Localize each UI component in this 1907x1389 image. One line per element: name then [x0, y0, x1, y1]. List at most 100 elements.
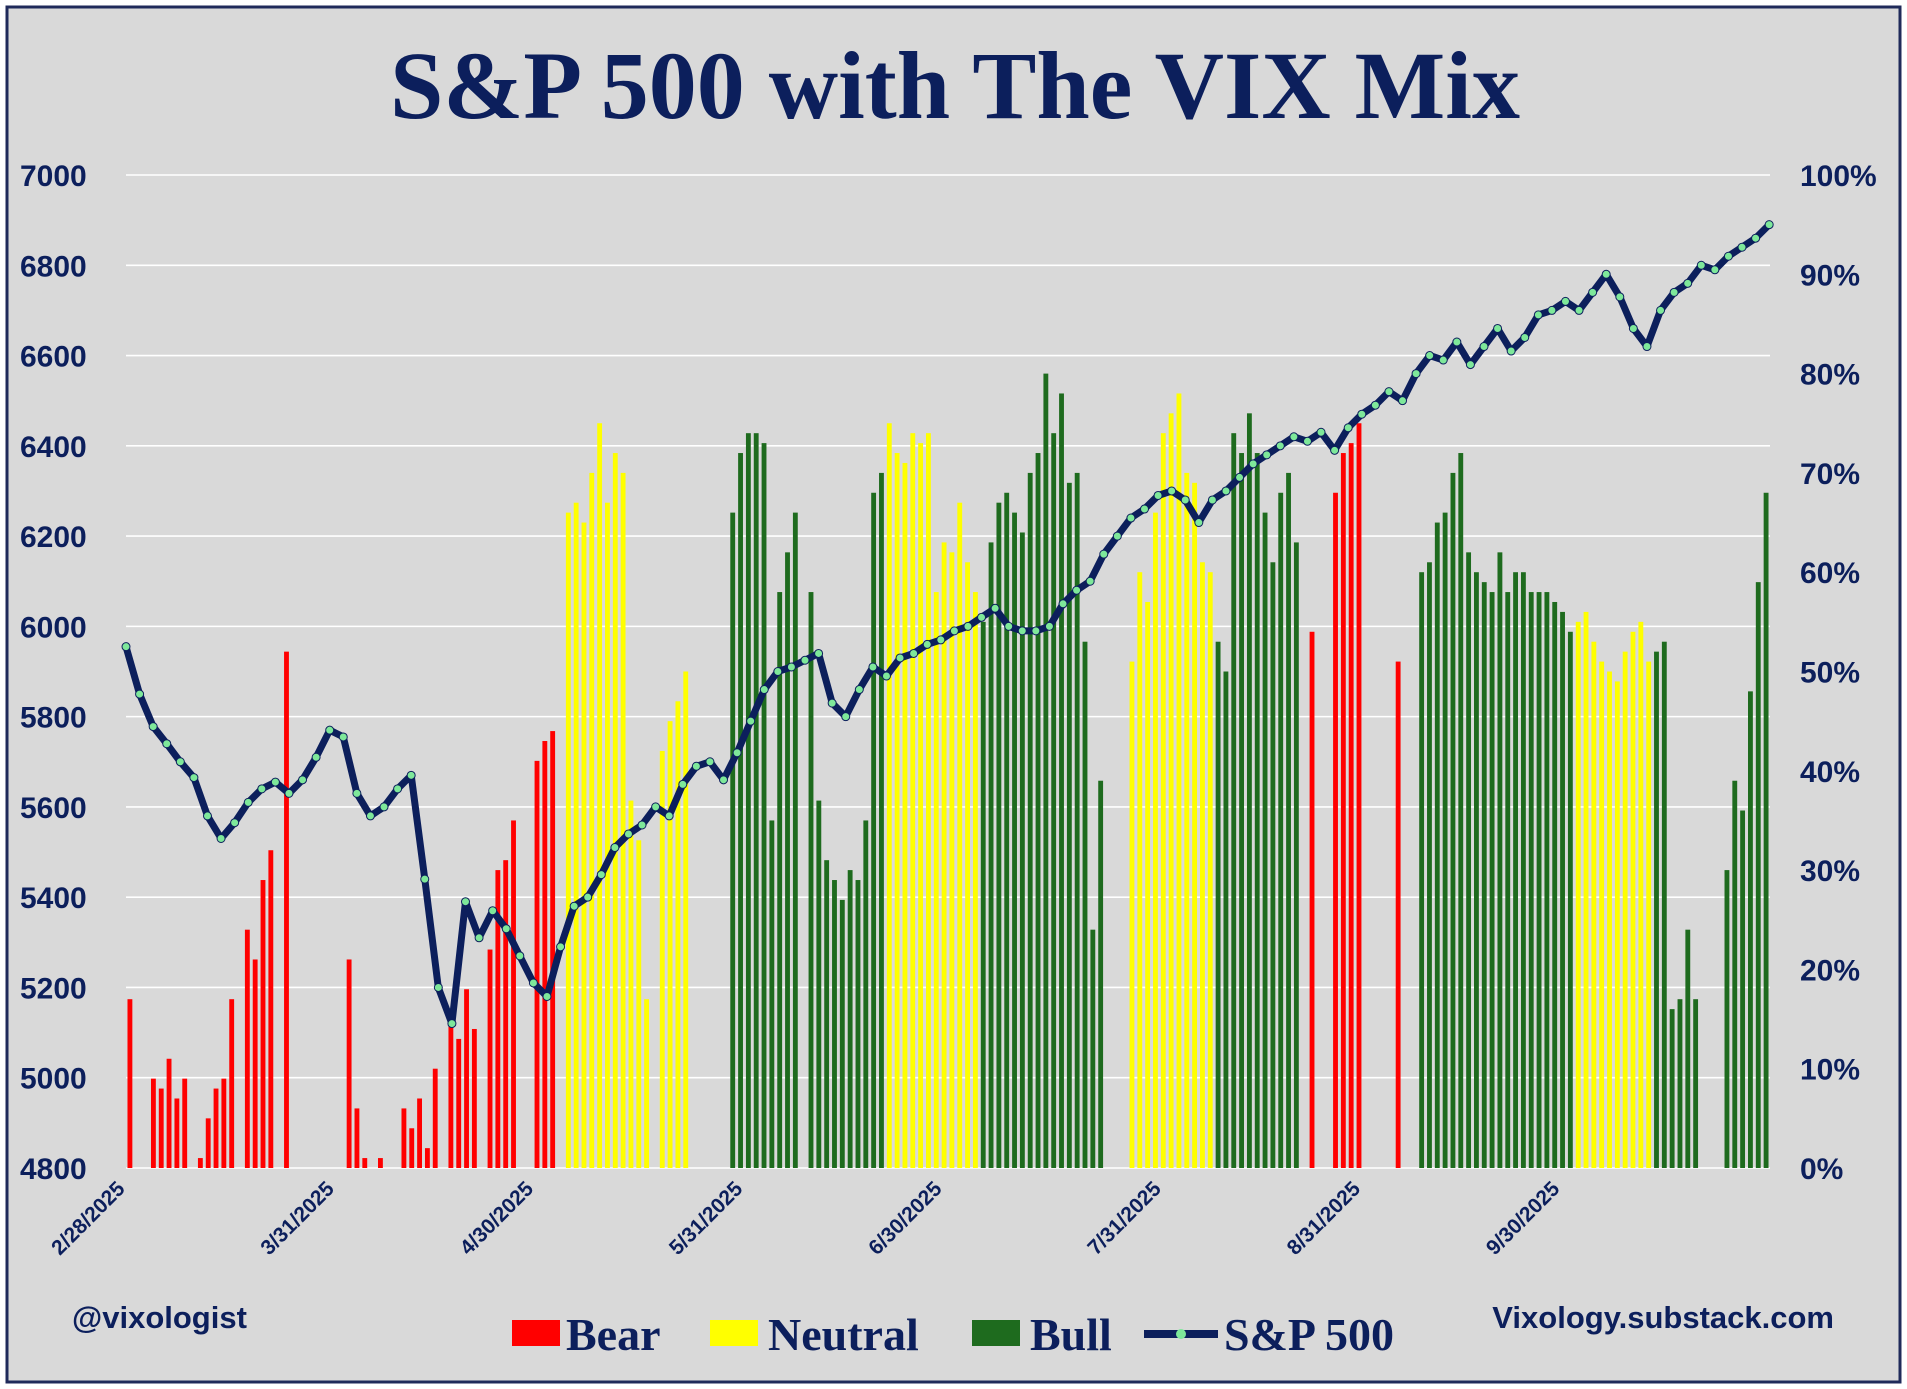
vix-mix-bar [1497, 552, 1503, 1168]
vix-mix-bar [941, 542, 947, 1168]
vix-mix-bar [1129, 661, 1135, 1168]
vix-mix-bar [605, 502, 610, 1168]
sp500-point [909, 648, 919, 658]
vix-mix-bar [158, 1088, 164, 1168]
sp500-point [895, 653, 905, 663]
y-right-tick-label: 50% [1800, 657, 1860, 690]
vix-mix-bar [252, 959, 258, 1168]
sp500-point [1764, 220, 1774, 230]
vix-mix-bar [581, 522, 587, 1168]
y-left-tick-label: 4800 [20, 1153, 87, 1186]
sp500-point [135, 689, 145, 699]
y-left-tick-label: 6600 [20, 341, 87, 374]
vix-mix-bar [1051, 433, 1057, 1168]
sp500-point [1656, 305, 1666, 315]
sp500-point [230, 818, 240, 828]
vix-mix-bar [1309, 631, 1315, 1168]
sp500-point [678, 779, 688, 789]
sp500-point [569, 901, 579, 911]
sp500-point [1479, 342, 1489, 352]
vix-mix-bar [745, 433, 751, 1168]
vix-mix-bar [197, 1158, 203, 1168]
vix-mix-bar [628, 800, 634, 1168]
vix-mix-bar [1074, 472, 1080, 1168]
sp500-point [202, 811, 212, 821]
vix-mix-bar [1505, 592, 1511, 1168]
vix-mix-bar [1270, 562, 1276, 1168]
sp500-point [1167, 486, 1177, 496]
vix-mix-bar [1567, 631, 1573, 1168]
vix-mix-bar [573, 502, 579, 1168]
vix-mix-bar [910, 433, 916, 1168]
vix-mix-bar [808, 592, 814, 1168]
vix-mix-bar [1748, 691, 1753, 1168]
sp500-point [881, 671, 891, 681]
sp500-point [746, 716, 756, 726]
vix-mix-bar [1395, 661, 1401, 1168]
y-axis-right: 0% 10% 20% 30% 40% 50% 60% 70% 80% 90% 100% [1800, 160, 1877, 1186]
legend-label-sp500: S&P 500 [1224, 1309, 1394, 1360]
sp500-point [1411, 369, 1421, 379]
vix-mix-bar [1145, 601, 1151, 1168]
vix-mix-bar [182, 1078, 188, 1168]
vix-mix-bar [1356, 423, 1362, 1168]
sp500-point [406, 770, 416, 780]
vix-mix-bar [612, 453, 618, 1168]
sp500-point [868, 662, 878, 672]
vix-mix-bar [550, 731, 556, 1168]
vix-mix-bar [1661, 641, 1667, 1168]
vix-mix-bar [1176, 393, 1182, 1169]
vix-mix-bar [636, 840, 642, 1168]
sp500-point [583, 892, 593, 902]
y-right-tick-label: 10% [1800, 1054, 1860, 1087]
sp500-point [922, 639, 932, 649]
sp500-point [243, 797, 253, 807]
sp500-point [1696, 260, 1706, 270]
sp500-point [1302, 436, 1312, 446]
vix-mix-bar [565, 512, 571, 1168]
vix-mix-bar [1591, 641, 1597, 1168]
vix-mix-bar [1427, 562, 1432, 1168]
sp500-point [1112, 531, 1122, 541]
sp500-point [1044, 621, 1054, 631]
sp500-point [664, 811, 674, 821]
vix-mix-bar [1646, 661, 1652, 1168]
vix-mix-bar [1599, 661, 1605, 1168]
sp500-point [270, 777, 280, 787]
sp500-point [148, 722, 158, 732]
legend-label-bull: Bull [1030, 1309, 1112, 1360]
sp500-point [1737, 242, 1747, 252]
vix-mix-bar [926, 433, 931, 1168]
sp500-point [637, 820, 647, 830]
sp500-line-group [121, 220, 1774, 1029]
sp500-point [1506, 346, 1516, 356]
vix-mix-bar [792, 512, 798, 1168]
y-right-tick-label: 100% [1800, 160, 1877, 193]
vix-mix-bar [511, 820, 516, 1168]
sp500-point [1560, 296, 1570, 306]
vix-mix-bar [675, 701, 681, 1168]
vix-mix-bar [918, 443, 924, 1168]
sp500-point [1275, 441, 1285, 451]
vix-mix-bar [346, 959, 352, 1168]
vix-mix-bar [1246, 413, 1252, 1168]
sp500-point [216, 834, 226, 844]
vix-mix-bar [1286, 472, 1291, 1168]
vix-mix-bar [597, 423, 603, 1168]
y-right-tick-label: 30% [1800, 855, 1860, 888]
vix-mix-bar [268, 850, 274, 1168]
y-right-tick-label: 60% [1800, 557, 1860, 590]
gridlines [126, 174, 1770, 1169]
sp500-point [1004, 621, 1014, 631]
vix-mix-bar [886, 423, 892, 1168]
vix-mix-bar [150, 1078, 156, 1168]
vix-mix-bar [1685, 929, 1691, 1168]
sp500-point [352, 788, 362, 798]
sp500-point [705, 757, 715, 767]
sp500-point [528, 978, 538, 988]
sp500-point [1628, 323, 1638, 333]
vix-mix-bar [1223, 671, 1229, 1168]
sp500-point [1710, 265, 1720, 275]
sp500-point [827, 698, 837, 708]
sp500-point [501, 924, 511, 934]
